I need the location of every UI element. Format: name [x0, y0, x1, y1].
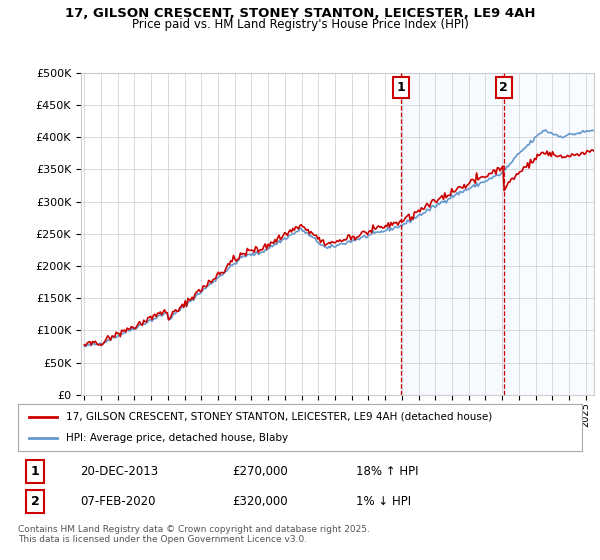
Text: 2: 2 [31, 496, 39, 508]
Text: 2: 2 [499, 81, 508, 94]
Text: 1: 1 [397, 81, 406, 94]
Text: 17, GILSON CRESCENT, STONEY STANTON, LEICESTER, LE9 4AH (detached house): 17, GILSON CRESCENT, STONEY STANTON, LEI… [66, 412, 492, 422]
Text: 20-DEC-2013: 20-DEC-2013 [80, 465, 158, 478]
Text: 17, GILSON CRESCENT, STONEY STANTON, LEICESTER, LE9 4AH: 17, GILSON CRESCENT, STONEY STANTON, LEI… [65, 7, 535, 20]
Text: £270,000: £270,000 [232, 465, 288, 478]
Text: Contains HM Land Registry data © Crown copyright and database right 2025.
This d: Contains HM Land Registry data © Crown c… [18, 525, 370, 544]
Text: 07-FEB-2020: 07-FEB-2020 [80, 496, 155, 508]
Text: £320,000: £320,000 [232, 496, 288, 508]
Text: Price paid vs. HM Land Registry's House Price Index (HPI): Price paid vs. HM Land Registry's House … [131, 18, 469, 31]
Text: HPI: Average price, detached house, Blaby: HPI: Average price, detached house, Blab… [66, 433, 288, 444]
Bar [401, 73, 504, 395]
Text: 1: 1 [31, 465, 39, 478]
Bar [504, 73, 594, 395]
Text: 1% ↓ HPI: 1% ↓ HPI [356, 496, 412, 508]
Text: 18% ↑ HPI: 18% ↑ HPI [356, 465, 419, 478]
